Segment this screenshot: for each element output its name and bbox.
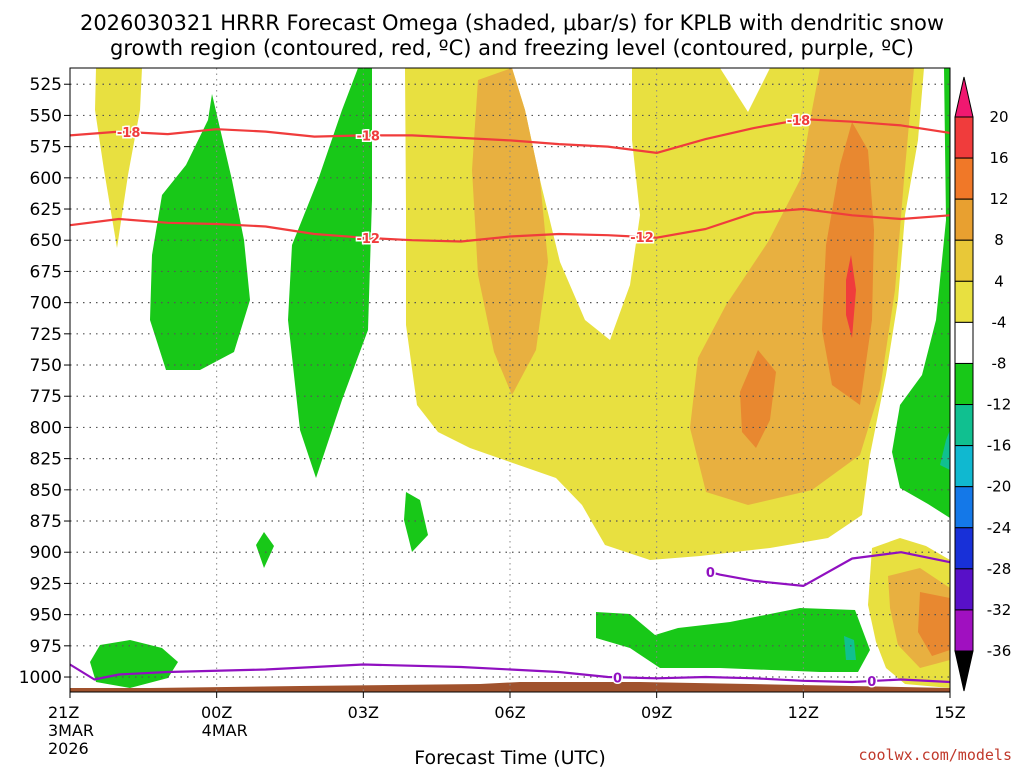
shade-down-4-e: [892, 68, 950, 518]
chart-title-line2: growth region (contoured, red, ºC) and f…: [110, 36, 914, 60]
shade-down-4-d: [256, 532, 274, 568]
x-tick-year: 2026: [48, 739, 89, 758]
colorbar-label: 8: [994, 231, 1004, 249]
contour-label: -18: [787, 114, 811, 129]
colorbar-label: -28: [987, 560, 1012, 578]
y-tick-label: 950: [30, 606, 62, 626]
x-tick-date: 3MAR: [48, 721, 94, 740]
colorbar-segment: [954, 239, 974, 282]
colorbar-label: 4: [994, 272, 1004, 290]
shade-up-12-a: [822, 122, 874, 405]
shade-up-8-a: [472, 68, 548, 395]
contour-label: 0: [706, 566, 715, 581]
shade-down-8-b: [940, 430, 950, 470]
contour-line: [69, 207, 951, 243]
contour-line: [69, 663, 951, 684]
y-tick-label: 850: [30, 481, 62, 501]
colorbar-top-arrow: [954, 76, 974, 118]
colorbar-label: 20: [989, 108, 1008, 126]
y-tick-label: 825: [30, 450, 62, 470]
chart-title-line1: 2026030321 HRRR Forecast Omega (shaded, …: [80, 11, 944, 35]
y-tick-label: 575: [30, 138, 62, 158]
y-tick-label: 1000: [19, 668, 62, 688]
y-tick-label: 775: [30, 387, 62, 407]
contour-line: [69, 118, 951, 154]
x-tick-label: 03Z: [348, 703, 379, 722]
y-tick-label: 750: [30, 356, 62, 376]
colorbar-label: 12: [989, 190, 1008, 208]
colorbar-label: -12: [987, 396, 1012, 414]
contour-label: 0: [613, 671, 622, 686]
contour-label: -12: [356, 232, 380, 247]
y-tick-label: 550: [30, 106, 62, 126]
x-tick-label: 15Z: [934, 703, 965, 722]
colorbar-segment: [954, 198, 974, 241]
shade-up-4-c: [512, 68, 640, 340]
contour-label: 0: [867, 675, 876, 690]
y-tick-label: 675: [30, 262, 62, 282]
contour-lines: [69, 118, 951, 684]
y-tick-label: 625: [30, 200, 62, 220]
x-tick-date: 4MAR: [202, 721, 248, 740]
shade-down-4-a: [150, 94, 250, 370]
colorbar-label: -24: [987, 519, 1012, 537]
y-tick-label: 700: [30, 294, 62, 314]
y-tick-label: 900: [30, 543, 62, 563]
contour-label: -12: [630, 231, 654, 246]
y-tick-label: 525: [30, 75, 62, 95]
credit-text: coolwx.com/models: [858, 746, 1012, 764]
shade-up-12-c: [918, 592, 950, 656]
y-tick-label: 975: [30, 637, 62, 657]
y-axis: 525 550 575 600 625 650 675 700 725 750 775 800 825 8…: [19, 75, 70, 688]
colorbar-segment: [954, 404, 974, 447]
x-axis-title: Forecast Time (UTC): [414, 747, 605, 768]
colorbar-segment: [954, 568, 974, 611]
colorbar: 20 16 12 8 4 -4 -8 -12 -16 -20 -24 -28 -32 -36: [954, 76, 1012, 692]
shade-up-16: [846, 255, 856, 338]
shade-down-4-b: [288, 68, 372, 478]
plot-area: -18 -18 -18 -12 -12 0 0 0: [69, 67, 951, 693]
shade-down-4-c: [404, 492, 428, 552]
x-tick-label: 12Z: [788, 703, 819, 722]
terrain-surface: [70, 682, 950, 692]
colorbar-segment: [954, 445, 974, 488]
shade-up-12-b: [740, 350, 776, 448]
colorbar-label: -36: [987, 642, 1012, 660]
contour-label: -18: [356, 129, 380, 144]
colorbar-segment: [954, 362, 974, 406]
y-tick-label: 600: [30, 169, 62, 189]
colorbar-label: -20: [987, 478, 1012, 496]
x-tick-label: 09Z: [641, 703, 672, 722]
y-tick-label: 925: [30, 574, 62, 594]
colorbar-segment: [954, 280, 974, 323]
colorbar-segment: [954, 116, 974, 159]
colorbar-label: 16: [989, 149, 1008, 167]
colorbar-segment: [954, 486, 974, 529]
colorbar-segment: [954, 157, 974, 200]
colorbar-label: -16: [987, 437, 1012, 455]
colorbar-segment: [954, 321, 974, 364]
shade-down-4-g: [596, 608, 870, 672]
y-tick-label: 875: [30, 512, 62, 532]
x-tick-label: 00Z: [201, 703, 232, 722]
y-tick-label: 800: [30, 418, 62, 438]
colorbar-label: -8: [992, 354, 1007, 372]
colorbar-label: -4: [992, 313, 1007, 331]
y-tick-label: 725: [30, 325, 62, 345]
colorbar-label: -32: [987, 601, 1012, 619]
contour-label: -18: [117, 126, 141, 141]
x-tick-label: 06Z: [494, 703, 525, 722]
colorbar-bottom-arrow: [954, 650, 974, 692]
contour-line: [705, 551, 951, 588]
colorbar-segment: [954, 609, 974, 652]
y-tick-label: 650: [30, 231, 62, 251]
x-tick-label: 21Z: [48, 703, 79, 722]
shade-up-4-a: [95, 68, 142, 248]
shade-down-8-a: [844, 636, 856, 660]
contour-labels: -18 -18 -18 -12 -12 0 0 0: [115, 113, 877, 692]
colorbar-segment: [954, 527, 974, 570]
